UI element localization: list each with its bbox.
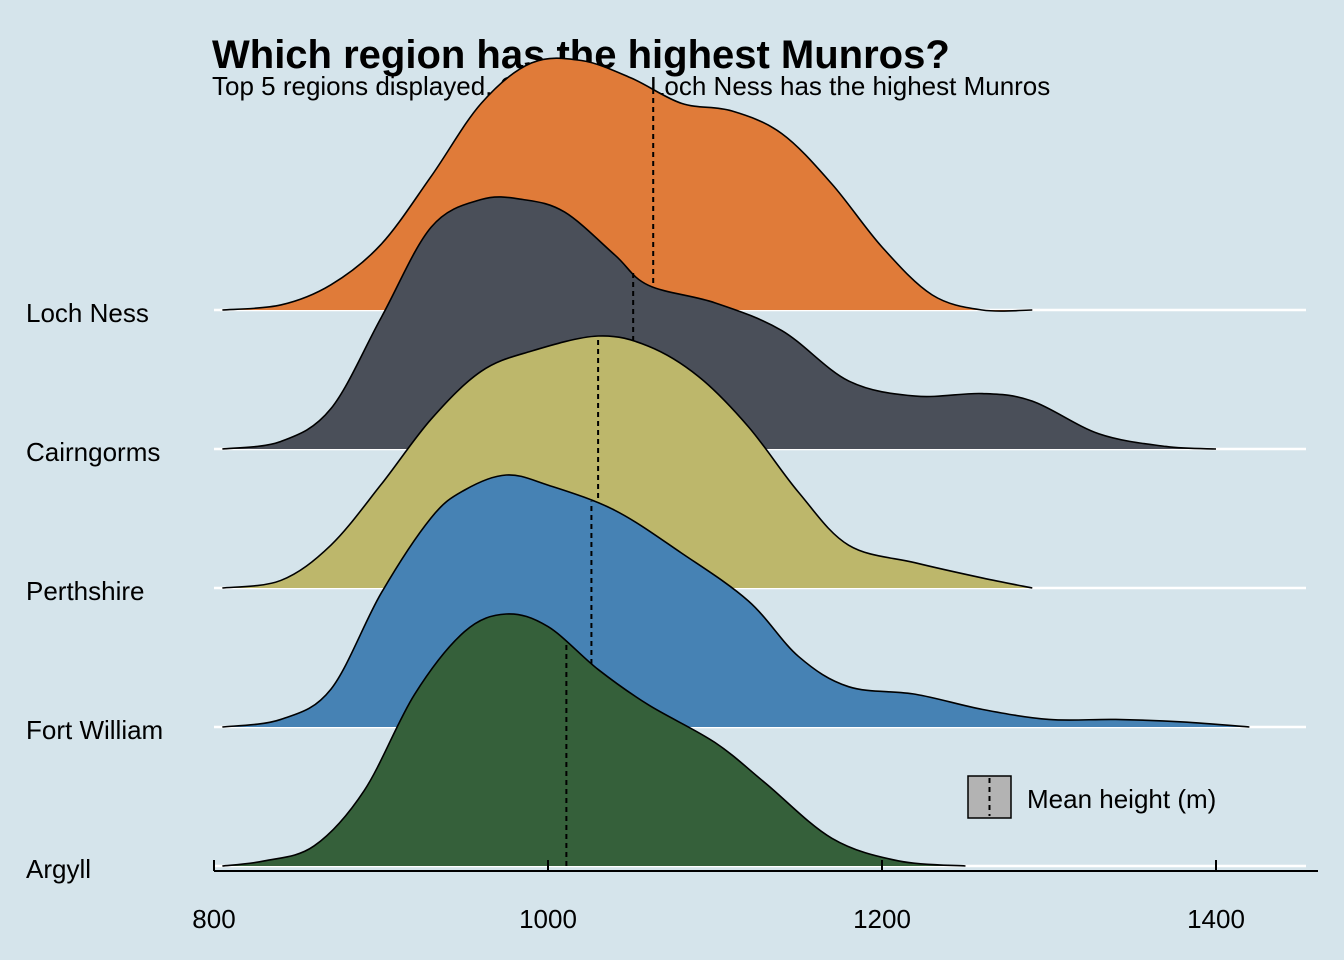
y-label-perthshire: Perthshire (26, 576, 145, 606)
y-label-argyll: Argyll (26, 854, 91, 884)
ridges (214, 57, 1306, 868)
y-label-cairngorms: Cairngorms (26, 437, 160, 467)
density-outline-fort-william (222, 474, 1250, 728)
x-tick-label-1200: 1200 (853, 904, 911, 934)
x-tick-label-800: 800 (192, 904, 235, 934)
x-tick-label-1400: 1400 (1187, 904, 1245, 934)
legend: Mean height (m) (967, 775, 1216, 819)
y-label-fort-william: Fort William (26, 715, 163, 745)
x-axis: 800 1000 1200 1400 (192, 860, 1318, 934)
y-label-loch-ness: Loch Ness (26, 298, 149, 328)
density-outline-cairngorms (222, 196, 1217, 450)
y-axis-labels: Loch Ness Cairngorms Perthshire Fort Willia… (26, 298, 163, 884)
density-outline-loch-ness (222, 57, 1033, 312)
ridge-argyll (214, 613, 1306, 868)
density-outline-argyll (222, 613, 966, 867)
density-fill-argyll (222, 613, 966, 866)
x-tick-label-1000: 1000 (519, 904, 577, 934)
density-outline-perthshire (222, 335, 1033, 589)
legend-label: Mean height (m) (1027, 784, 1216, 814)
